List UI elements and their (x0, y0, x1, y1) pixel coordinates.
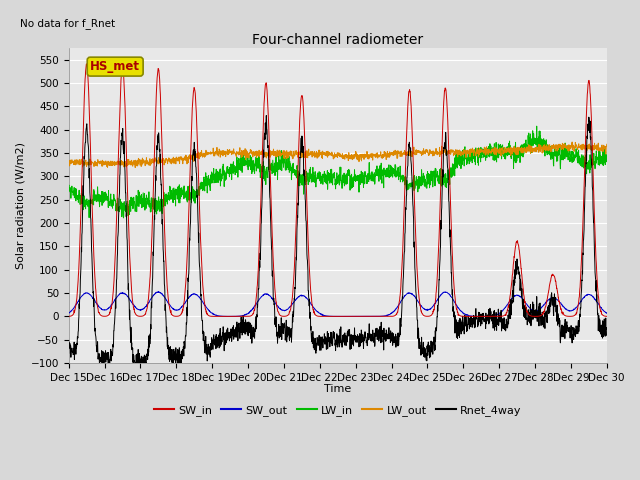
Title: Four-channel radiometer: Four-channel radiometer (252, 33, 423, 47)
Legend: SW_in, SW_out, LW_in, LW_out, Rnet_4way: SW_in, SW_out, LW_in, LW_out, Rnet_4way (150, 401, 526, 420)
Text: HS_met: HS_met (90, 60, 140, 73)
Y-axis label: Solar radiation (W/m2): Solar radiation (W/m2) (15, 142, 25, 269)
X-axis label: Time: Time (324, 384, 351, 394)
Text: No data for f_Rnet: No data for f_Rnet (20, 18, 115, 29)
